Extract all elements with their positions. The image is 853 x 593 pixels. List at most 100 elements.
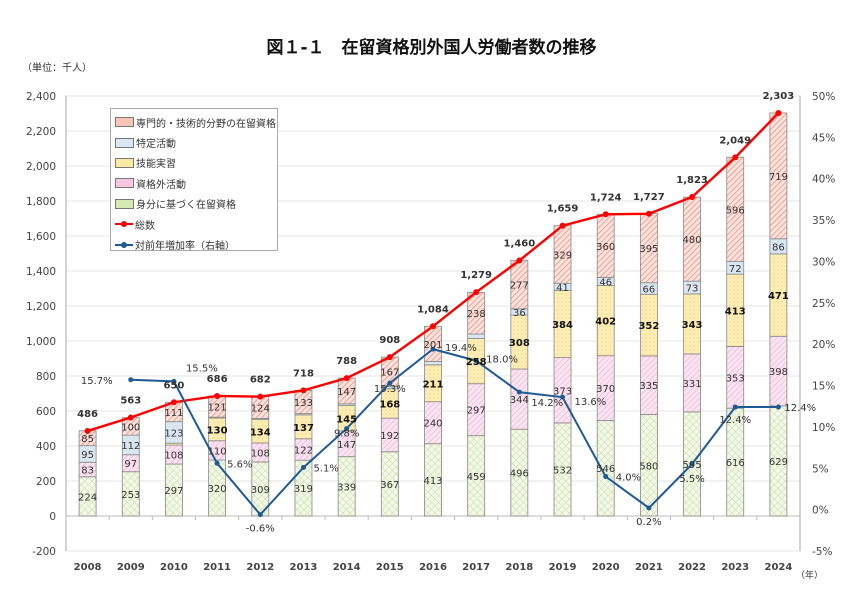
x-unit-label: （年）: [796, 571, 824, 581]
bar-segment-label: 335: [639, 381, 658, 392]
growth-rate-point: [689, 461, 695, 467]
y-right-tick-label: 40%: [812, 174, 835, 186]
growth-rate-label: 15.7%: [81, 376, 113, 387]
total-point: [127, 414, 134, 421]
growth-rate-label: 12.4%: [719, 415, 751, 426]
bar-segment-label: 258: [466, 357, 487, 368]
total-point: [559, 222, 566, 229]
legend-label: 資格外活動: [136, 179, 186, 191]
legend-item: 身分に基づく在留資格: [115, 194, 277, 214]
x-tick-label: 2019: [549, 562, 577, 573]
bar-segment-label: 253: [121, 490, 140, 501]
y-left-tick-label: 2,200: [26, 126, 56, 138]
bar-segment-label: 100: [121, 422, 140, 433]
legend-item: 技能実習: [115, 153, 277, 173]
y-right-tick-label: 10%: [812, 422, 835, 434]
growth-rate-point: [646, 505, 652, 511]
growth-rate-point: [516, 389, 522, 395]
bar-segment-label: 402: [595, 317, 616, 328]
bar-segment-label: 168: [379, 399, 400, 410]
bar-segment-label: 192: [380, 431, 399, 442]
growth-rate-label: 19.4%: [445, 343, 477, 354]
bar-segment-label: 331: [683, 379, 702, 390]
bar-segment-label: 308: [509, 338, 530, 349]
x-tick-label: 2015: [376, 562, 404, 573]
total-label: 718: [293, 368, 314, 379]
total-point: [214, 392, 221, 399]
chart-title: 図１-１ 在留資格別外国人労働者数の推移: [266, 38, 597, 58]
x-tick-label: 2023: [721, 562, 749, 573]
x-tick-label: 2017: [462, 562, 490, 573]
growth-rate-label: 15.3%: [374, 384, 406, 395]
y-left-tick-label: 1,200: [26, 301, 56, 313]
y-left-tick-label: 400: [36, 441, 56, 453]
total-label: 1,659: [547, 204, 579, 215]
y-left-tick-label: 0: [49, 511, 56, 523]
total-label: 1,279: [460, 270, 492, 281]
bar-segment-label: 133: [294, 398, 313, 409]
legend-item: 総数: [115, 214, 277, 234]
bar-segment-label: 480: [683, 235, 702, 246]
legend-item: 対前年増加率（右軸）: [115, 234, 277, 254]
y-left-tick-label: 2,000: [26, 161, 56, 173]
bar-segment-label: 238: [467, 309, 486, 320]
bar-segment-label: 297: [467, 406, 486, 417]
bar-segment-label: 373: [553, 386, 572, 397]
total-label: 1,460: [504, 239, 536, 250]
total-point: [689, 193, 696, 200]
legend-label: 専門的・技術的分野の在留資格: [136, 118, 276, 130]
x-tick-label: 2013: [290, 562, 318, 573]
bar-segment-label: 471: [768, 291, 789, 302]
growth-rate-point: [257, 512, 263, 518]
bar-segment-label: 546: [596, 464, 615, 475]
bar-segment-label: 370: [596, 384, 615, 395]
legend-swatch: [115, 198, 134, 209]
unit-label: （単位：千人）: [22, 63, 92, 74]
y-left-tick-label: 1,800: [26, 196, 56, 208]
growth-rate-label: 18.0%: [486, 355, 518, 366]
bar-segment-label: 339: [337, 482, 356, 493]
bar-segment-label: 97: [124, 459, 137, 470]
x-tick-label: 2011: [203, 562, 231, 573]
x-tick-label: 2021: [635, 562, 663, 573]
total-point: [257, 393, 264, 400]
growth-rate-point: [128, 377, 134, 383]
x-tick-label: 2010: [160, 562, 188, 573]
total-label: 686: [207, 374, 228, 385]
bar-segment-label: 367: [380, 480, 399, 491]
total-label: 1,724: [590, 192, 622, 203]
growth-rate-label: -0.6%: [246, 524, 275, 535]
growth-rate-label: 14.2%: [531, 398, 563, 409]
growth-rate-label: 15.5%: [186, 363, 218, 374]
growth-rate-point: [300, 464, 306, 470]
y-left-tick-label: 800: [36, 371, 56, 383]
growth-rate-point: [430, 346, 436, 352]
y-left-tick-label: 600: [36, 406, 56, 418]
growth-rate-point: [171, 378, 177, 384]
bar-segment-label: 83: [81, 466, 94, 477]
total-label: 1,084: [417, 304, 449, 315]
y-left-tick-label: -200: [32, 546, 56, 558]
bar-segment-label: 277: [510, 281, 529, 292]
bar-segment-label: 36: [513, 308, 526, 319]
legend-item: 特定活動: [115, 132, 277, 152]
growth-rate-label: 4.0%: [616, 473, 641, 484]
legend: 専門的・技術的分野の在留資格特定活動 技能実習資格外活動身分に基づく在留資格 総数対…: [110, 108, 278, 254]
bar-segment-label: 344: [510, 395, 529, 406]
bar-segment-label: 147: [337, 387, 356, 398]
y-right-tick-label: 30%: [812, 256, 835, 268]
growth-rate-point: [732, 404, 738, 410]
bar-segment-label: 95: [81, 450, 94, 461]
total-point: [732, 154, 739, 161]
bar-segment-label: 72: [729, 264, 742, 275]
bar-segment-label: 201: [423, 340, 442, 351]
x-tick-label: 2009: [117, 562, 145, 573]
y-right-tick-label: 35%: [812, 215, 835, 227]
bar-segment-label: 580: [639, 461, 658, 472]
growth-rate-label: 13.6%: [575, 397, 607, 408]
bar-segment-label: 329: [553, 250, 572, 261]
x-tick-label: 2012: [246, 562, 274, 573]
x-tick-label: 2020: [592, 562, 620, 573]
growth-rate-label: 5.5%: [679, 474, 704, 485]
bar-segment-label: 108: [164, 451, 183, 462]
